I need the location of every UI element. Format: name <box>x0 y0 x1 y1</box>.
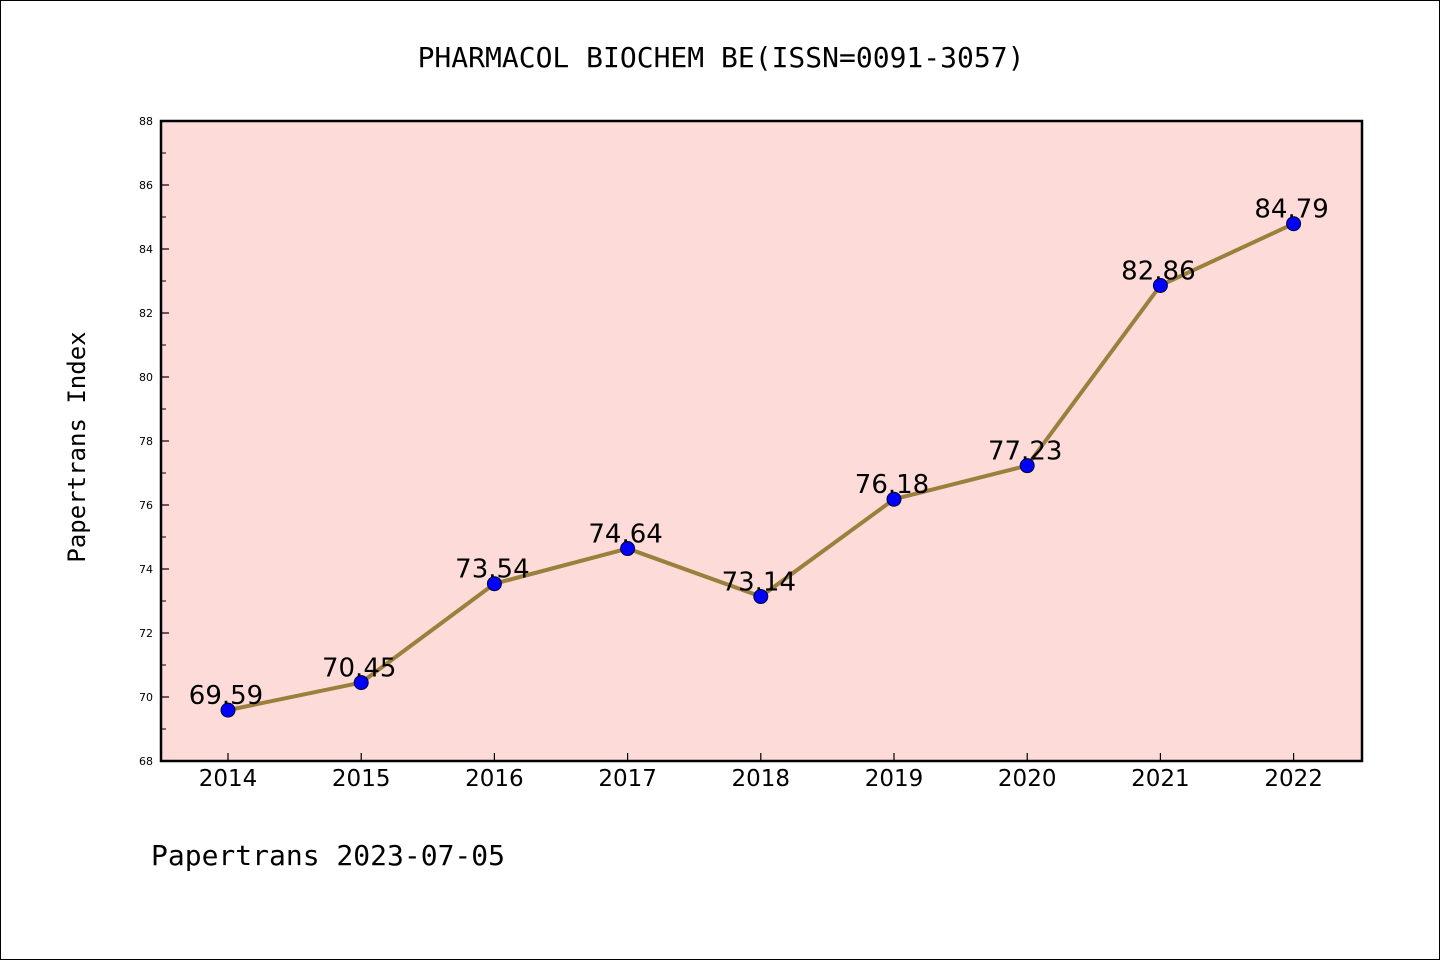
y-tick-label: 68 <box>139 755 153 768</box>
data-label: 73.14 <box>722 568 796 598</box>
y-tick-label: 80 <box>139 371 153 384</box>
y-tick-label: 86 <box>139 179 153 192</box>
x-tick-label: 2022 <box>1264 766 1323 792</box>
data-point <box>753 589 769 605</box>
footer-text: Papertrans 2023-07-05 <box>151 839 505 872</box>
plot-border <box>159 119 1364 763</box>
y-axis-label: Papertrans Index <box>63 331 91 562</box>
data-label: 74.64 <box>588 520 662 550</box>
x-tick-label: 2020 <box>998 766 1057 792</box>
y-tick-label: 72 <box>139 627 153 640</box>
x-tick-label: 2017 <box>598 766 657 792</box>
data-label: 69.59 <box>189 681 263 711</box>
data-point <box>1286 216 1302 232</box>
y-tick-label: 82 <box>139 307 153 320</box>
x-tick-label: 2015 <box>332 766 391 792</box>
data-point <box>886 491 902 507</box>
data-point <box>220 702 236 718</box>
x-tick-label: 2021 <box>1131 766 1190 792</box>
y-tick-label: 74 <box>139 563 153 576</box>
data-point <box>1152 277 1168 293</box>
data-point <box>353 675 369 691</box>
y-tick-label: 88 <box>139 115 153 128</box>
y-tick-label: 84 <box>139 243 153 256</box>
plot-area <box>161 121 1362 761</box>
y-tick-label: 76 <box>139 499 153 512</box>
data-label: 73.54 <box>455 555 529 585</box>
x-tick-label: 2014 <box>199 766 258 792</box>
data-labels: 69.59 70.45 73.54 74.64 73.14 76.18 77.23 82.86… <box>189 195 1329 711</box>
chart-title: PHARMACOL BIOCHEM BE(ISSN=0091-3057) <box>418 41 1025 74</box>
x-tick-label: 2019 <box>865 766 924 792</box>
x-axis: 2014 2015 2016 2017 2018 2019 2020 2021 2022 <box>199 753 1323 792</box>
x-tick-label: 2018 <box>732 766 791 792</box>
data-point <box>486 576 502 592</box>
data-point <box>1019 458 1035 474</box>
y-tick-label: 78 <box>139 435 153 448</box>
series-markers <box>220 216 1302 718</box>
x-tick-label: 2016 <box>465 766 524 792</box>
y-axis: 68 70 72 74 76 78 80 82 84 86 88 <box>139 115 169 768</box>
data-label: 84.79 <box>1254 195 1328 225</box>
data-label: 70.45 <box>322 654 396 684</box>
data-label: 82.86 <box>1121 256 1195 286</box>
data-label: 76.18 <box>855 470 929 500</box>
data-label: 77.23 <box>988 437 1062 467</box>
data-point <box>620 541 636 557</box>
y-tick-label: 70 <box>139 691 153 704</box>
